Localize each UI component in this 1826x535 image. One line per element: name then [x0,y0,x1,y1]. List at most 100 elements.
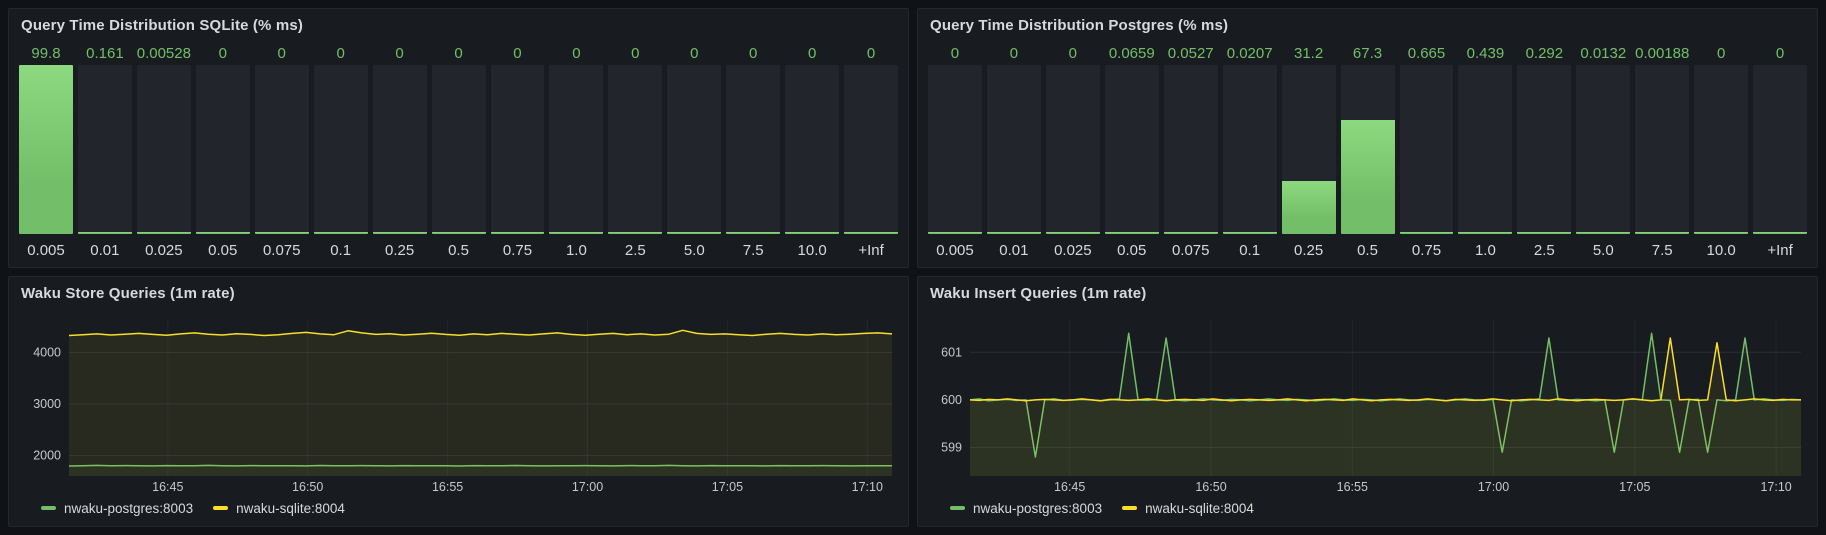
bar-value-label: 0.0207 [1226,44,1273,62]
bar-track [1340,65,1395,234]
bar-category-label: 0.05 [1117,242,1147,259]
bar-column: 0 0.025 [1045,41,1100,259]
bar-track [313,65,368,234]
bar-value-label: 0.0132 [1580,44,1627,62]
bar-category-label: 0.01 [999,242,1029,259]
bar-column: 0.0659 0.05 [1104,41,1159,259]
bar-fill [785,232,840,234]
bar-value-label: 99.8 [31,44,61,62]
bar-column: 0 0.005 [928,41,982,259]
bar-track [1045,65,1100,234]
bar-fill [1104,232,1159,234]
bar-column: 0 7.5 [726,41,781,259]
bar-track [844,65,899,234]
bar-column: 0.0207 0.1 [1222,41,1277,259]
bar-column: 0 10.0 [1694,41,1749,259]
panel-header: Query Time Distribution Postgres (% ms) [918,9,1817,37]
bar-column: 0 0.5 [431,41,486,259]
panel-title[interactable]: Query Time Distribution SQLite (% ms) [21,17,303,34]
legend-item-nwaku-postgres-8003[interactable]: nwaku-postgres:8003 [41,501,193,516]
legend-item-nwaku-sqlite-8004[interactable]: nwaku-sqlite:8004 [213,501,345,516]
bar-category-label: +Inf [858,242,884,259]
bar-category-label: 5.0 [683,242,705,259]
bar-fill [928,232,982,234]
bar-column: 67.3 0.5 [1340,41,1395,259]
bar-track [785,65,840,234]
series-line-yellow [969,337,1801,402]
legend-item-nwaku-postgres-8003[interactable]: nwaku-postgres:8003 [950,501,1102,516]
x-axis-tick-label: 17:00 [572,480,603,494]
bar-value-label: 0 [1009,44,1019,62]
legend: nwaku-postgres:8003 nwaku-sqlite:8004 [928,496,1805,520]
bar-category-label: 0.025 [1054,242,1092,259]
legend-item-nwaku-sqlite-8004[interactable]: nwaku-sqlite:8004 [1122,501,1254,516]
legend-label: nwaku-sqlite:8004 [236,500,345,516]
y-axis-tick-label: 599 [941,441,962,455]
bar-column: 0.00528 0.025 [136,41,191,260]
panel-title[interactable]: Waku Insert Queries (1m rate) [930,285,1147,302]
bar-category-label: 0.01 [90,242,120,259]
bar-value-label: 0 [277,44,286,62]
panel-header: Waku Insert Queries (1m rate) [918,277,1817,305]
bar-value-label: 0 [454,44,463,62]
bar-column: 99.8 0.005 [19,41,73,259]
bar-column: 0 2.5 [608,41,663,259]
bar-track [1753,65,1808,234]
x-axis-tick-label: 16:55 [432,480,463,494]
bar-column: 0.665 0.75 [1399,41,1454,259]
bar-track [726,65,781,234]
series-area-green [970,333,1801,476]
bar-column: 0 0.1 [313,41,368,259]
y-axis-tick-label: 4000 [33,346,61,360]
bar-category-label: 10.0 [1706,242,1736,259]
bar-value-label: 0 [631,44,640,62]
x-axis-tick-label: 17:05 [712,480,743,494]
bar-column: 0 0.01 [986,41,1041,259]
panel-waku-insert-queries: Waku Insert Queries (1m rate) 16:45 16:50… [917,276,1818,527]
timeseries-plot: 16:45 16:50 16:55 17:00 17:05 17:10 599 600 601 [928,311,1805,496]
legend-swatch [41,506,56,510]
bar-fill [1694,232,1749,234]
chart-svg: 16:45 16:50 16:55 17:00 17:05 17:10 599 600 601 [941,319,1802,494]
x-axis-tick-label: 16:50 [292,480,323,494]
panel-title[interactable]: Query Time Distribution Postgres (% ms) [930,17,1229,34]
bar-value-label: 0.00528 [136,44,191,62]
bar-fill [1045,232,1100,234]
bar-value-label: 0 [395,44,404,62]
x-axis-tick-label: 17:00 [1478,480,1509,494]
bar-column: 0 0.75 [490,41,545,259]
panel-waku-store-queries: Waku Store Queries (1m rate) 16:45 16:50 1… [8,276,909,527]
x-axis-tick-label: 17:10 [1760,480,1791,494]
bar-category-label: 0.25 [1293,242,1324,259]
series-area-yellow [970,338,1801,476]
bar-gauge-postgres: 0 0.005 0 0.01 0 0.025 0.0659 0.05 0.0527 0.075 0.… [918,37,1817,267]
bar-value-label: 31.2 [1293,44,1324,62]
bar-fill [1163,232,1218,234]
bar-track [608,65,663,234]
x-axis-tick-label: 17:10 [852,480,883,494]
legend-label: nwaku-sqlite:8004 [1145,500,1254,516]
bar-category-label: 0.075 [1171,242,1210,259]
y-axis-tick-label: 601 [941,345,962,359]
bar-track [195,65,250,234]
bar-track [136,65,191,234]
bar-column: 0.161 0.01 [77,41,132,259]
bar-fill [1222,232,1277,234]
x-axis-tick-label: 16:45 [1054,480,1085,494]
bar-category-label: 7.5 [1651,242,1673,259]
bar-track [19,65,73,234]
bar-track [1694,65,1749,234]
legend-swatch [1122,506,1138,510]
x-axis-tick-label: 16:50 [1195,480,1226,494]
bar-value-label: 0 [690,44,699,62]
bar-fill [1753,232,1808,234]
bar-fill [1576,232,1631,234]
bar-fill [549,232,604,234]
bar-track [1635,65,1690,234]
bar-category-label: 0.25 [384,242,415,259]
x-axis-tick-label: 17:05 [1619,480,1650,494]
panel-title[interactable]: Waku Store Queries (1m rate) [21,285,235,302]
bar-value-label: 0.161 [86,44,124,62]
bar-fill [77,232,132,234]
